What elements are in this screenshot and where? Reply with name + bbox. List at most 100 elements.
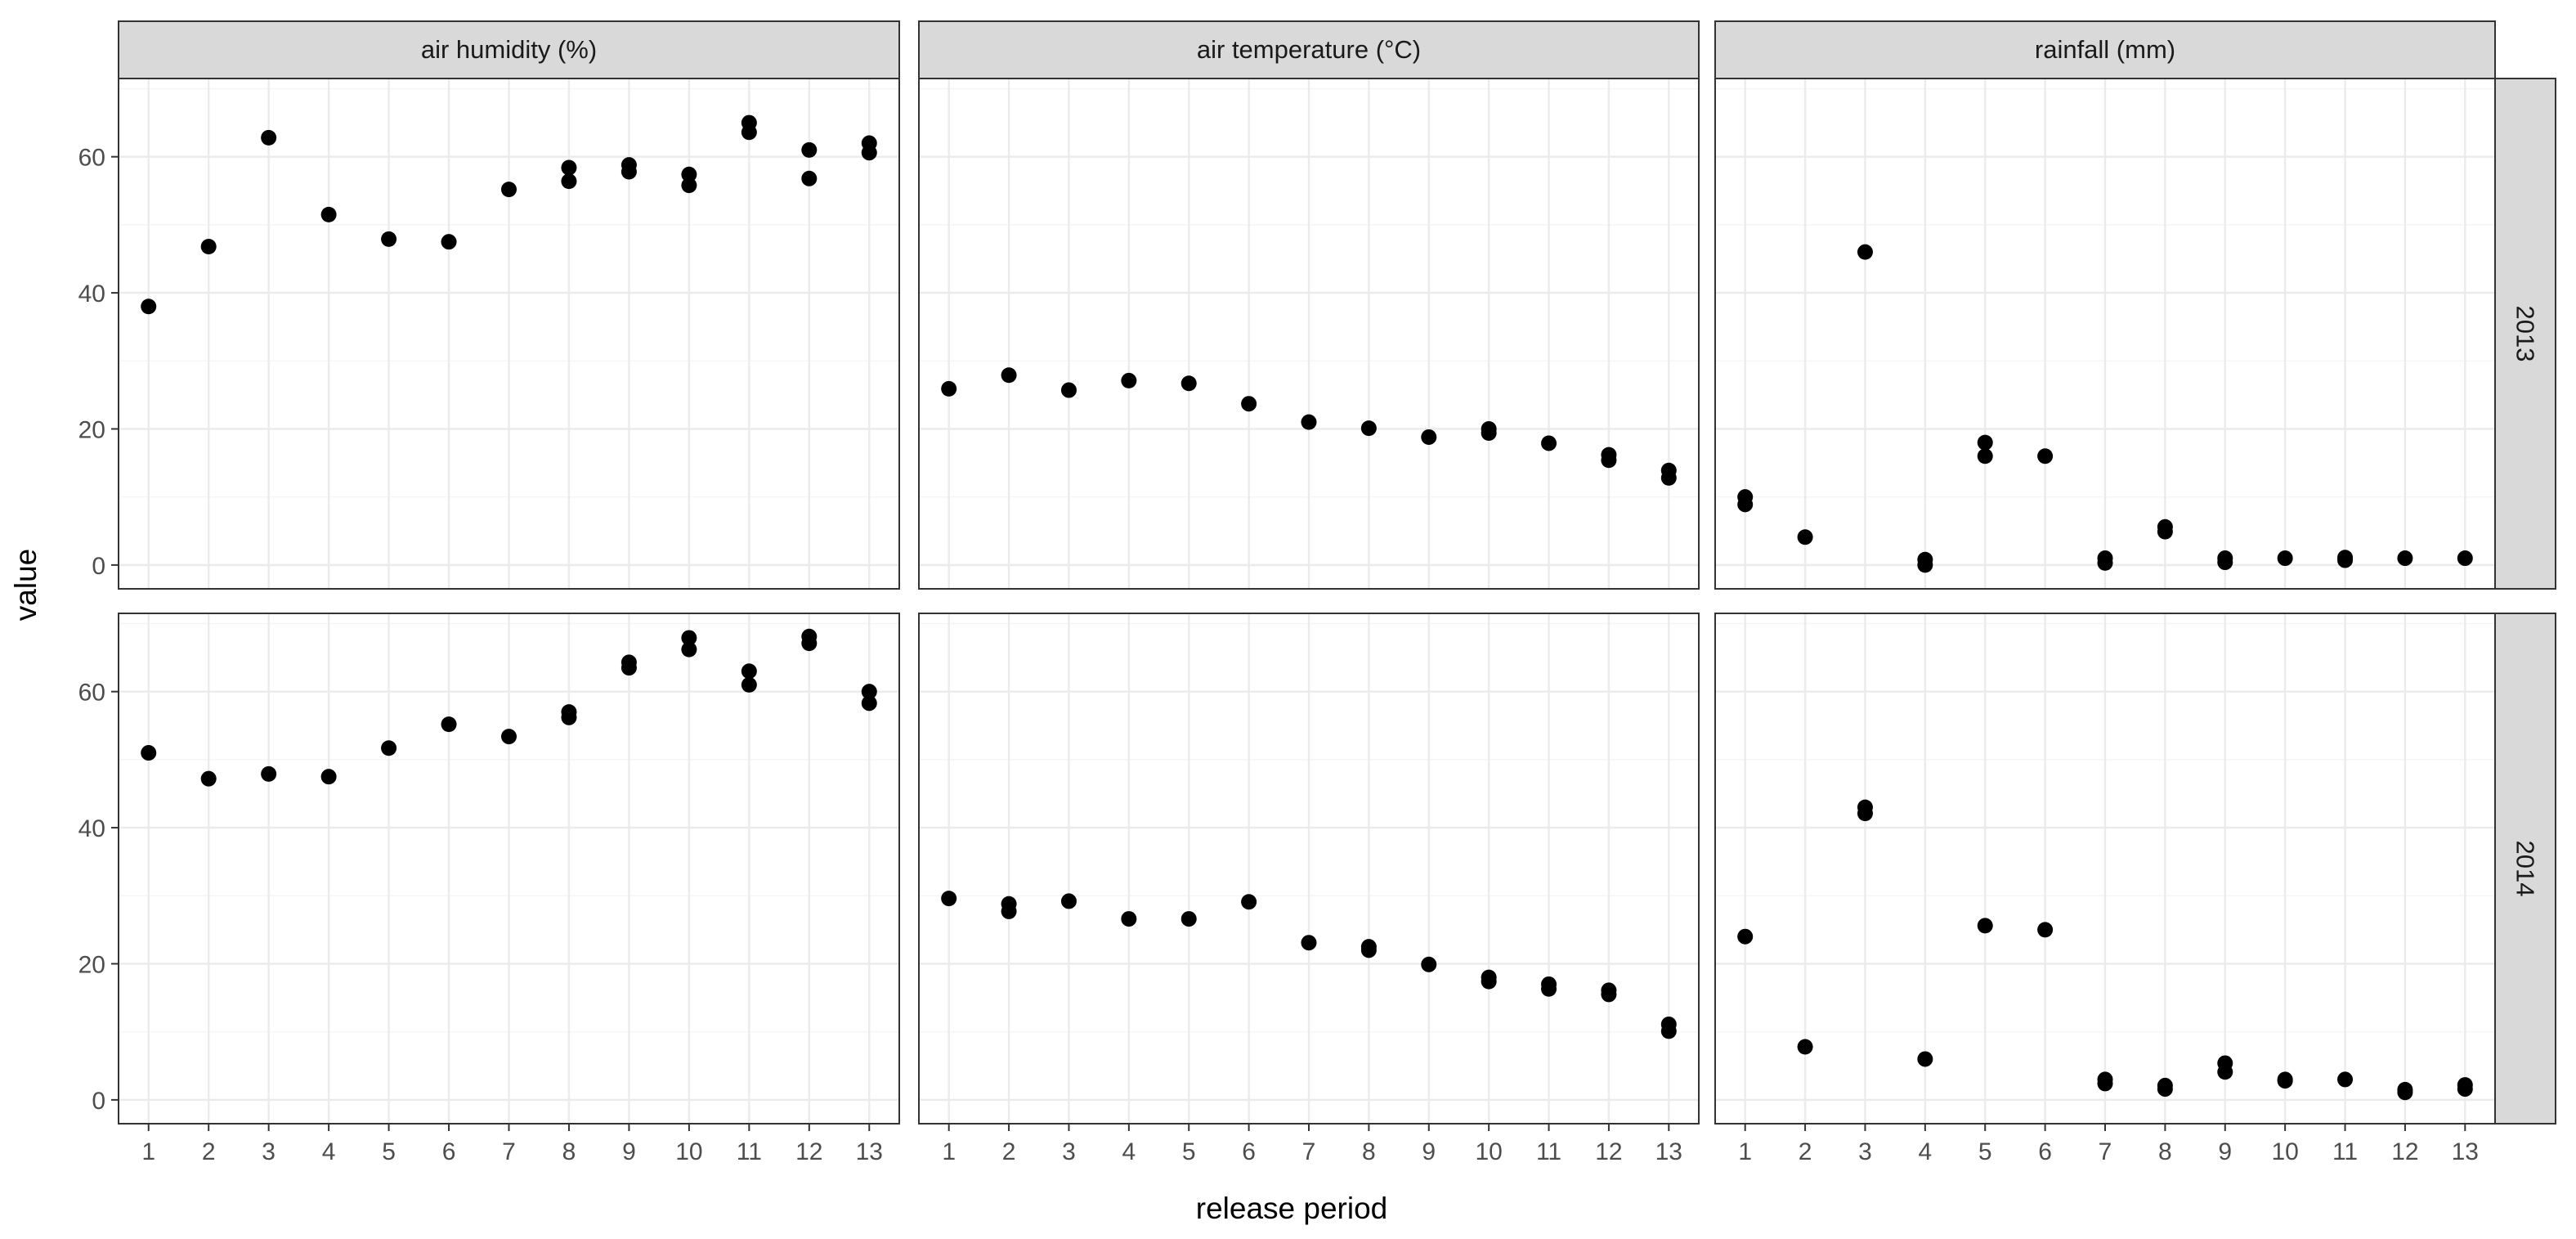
data-point bbox=[501, 182, 517, 198]
data-point bbox=[2337, 550, 2354, 566]
data-point bbox=[1301, 935, 1317, 951]
facet-strip bbox=[918, 20, 1700, 79]
data-point bbox=[1660, 462, 1677, 478]
x-tick-label: 5 bbox=[382, 1138, 396, 1165]
data-point bbox=[1180, 375, 1197, 392]
data-point bbox=[1977, 434, 1993, 451]
data-point bbox=[681, 641, 697, 658]
y-tick-label: 40 bbox=[78, 281, 105, 308]
x-tick-label: 9 bbox=[2218, 1138, 2232, 1165]
x-tick-label: 11 bbox=[737, 1138, 762, 1165]
data-point bbox=[1421, 956, 1437, 972]
data-point bbox=[2397, 550, 2413, 567]
x-tick-label: 1 bbox=[1738, 1138, 1752, 1165]
data-point bbox=[1601, 982, 1617, 999]
data-point bbox=[1481, 420, 1497, 437]
data-point bbox=[2097, 1071, 2113, 1088]
data-point bbox=[441, 234, 457, 250]
data-point bbox=[261, 765, 277, 782]
data-point bbox=[2157, 518, 2173, 535]
data-point bbox=[1241, 396, 1257, 412]
x-tick-label: 2 bbox=[1002, 1138, 1016, 1165]
data-point bbox=[1857, 244, 1873, 260]
x-tick-label: 8 bbox=[562, 1138, 576, 1165]
data-point bbox=[561, 173, 577, 190]
data-point bbox=[561, 159, 577, 176]
panel-border bbox=[1714, 78, 2496, 590]
data-point bbox=[1360, 420, 1377, 437]
x-tick-label: 9 bbox=[622, 1138, 636, 1165]
data-point bbox=[1001, 367, 1017, 384]
y-tick-label: 60 bbox=[78, 145, 105, 172]
data-point bbox=[1797, 1039, 1813, 1055]
data-point bbox=[1241, 894, 1257, 910]
facet-panels: air humidity (%) air temperature (°C) rain… bbox=[78, 20, 2556, 1165]
facet-strip bbox=[118, 20, 900, 79]
data-point bbox=[1917, 1051, 1933, 1067]
data-point bbox=[2397, 1081, 2413, 1098]
x-tick-label: 10 bbox=[2271, 1138, 2298, 1165]
y-tick-label: 0 bbox=[92, 553, 105, 580]
x-tick-label: 5 bbox=[1182, 1138, 1196, 1165]
data-point bbox=[1001, 896, 1017, 912]
data-point bbox=[2457, 1077, 2473, 1093]
x-tick-label: 3 bbox=[1858, 1138, 1872, 1165]
x-tick-label: 8 bbox=[2158, 1138, 2172, 1165]
data-point bbox=[381, 740, 397, 756]
x-tick-label: 2 bbox=[202, 1138, 216, 1165]
data-point bbox=[200, 770, 217, 787]
data-point bbox=[1481, 969, 1497, 985]
facet-strip bbox=[2494, 78, 2556, 590]
data-point bbox=[941, 891, 957, 907]
data-point bbox=[2157, 1077, 2173, 1093]
data-point bbox=[561, 704, 577, 721]
x-tick-label: 3 bbox=[262, 1138, 276, 1165]
facet-strip-label: air humidity (%) bbox=[421, 35, 597, 64]
facet-strip-label: air temperature (°C) bbox=[1197, 35, 1421, 64]
data-point bbox=[1977, 448, 1993, 465]
x-tick-label: 11 bbox=[2332, 1138, 2358, 1165]
data-point bbox=[2037, 448, 2054, 465]
x-tick-label: 2 bbox=[1799, 1138, 1812, 1165]
data-point bbox=[1737, 489, 1754, 505]
data-point bbox=[2217, 1055, 2233, 1071]
data-point bbox=[801, 628, 818, 644]
data-point bbox=[320, 206, 337, 222]
x-tick-label: 11 bbox=[1536, 1138, 1561, 1165]
data-point bbox=[620, 654, 637, 671]
data-point bbox=[681, 630, 697, 646]
data-point bbox=[681, 177, 697, 194]
data-point bbox=[620, 157, 637, 173]
data-point bbox=[681, 166, 697, 182]
facet-strip-label: 2014 bbox=[2511, 841, 2540, 897]
data-point bbox=[320, 769, 337, 785]
x-tick-label: 13 bbox=[1655, 1138, 1682, 1165]
x-tick-label: 7 bbox=[1302, 1138, 1316, 1165]
y-tick-label: 0 bbox=[92, 1088, 105, 1115]
facet-strip bbox=[1714, 20, 2496, 79]
data-point bbox=[141, 299, 157, 315]
x-tick-label: 13 bbox=[856, 1138, 883, 1165]
panel-border bbox=[118, 78, 900, 590]
data-point bbox=[1541, 976, 1557, 992]
data-point bbox=[1977, 918, 1993, 934]
x-tick-label: 4 bbox=[1122, 1138, 1136, 1165]
x-axis-title: release period bbox=[1196, 1192, 1387, 1225]
data-point bbox=[2217, 550, 2233, 567]
data-point bbox=[441, 716, 457, 733]
data-point bbox=[1121, 911, 1137, 927]
x-tick-label: 4 bbox=[322, 1138, 336, 1165]
data-point bbox=[741, 114, 757, 131]
x-tick-label: 7 bbox=[502, 1138, 516, 1165]
data-point bbox=[261, 129, 277, 146]
panel-border bbox=[918, 78, 1700, 590]
x-tick-label: 12 bbox=[795, 1138, 822, 1165]
y-tick-label: 60 bbox=[78, 680, 105, 707]
x-tick-label: 6 bbox=[442, 1138, 456, 1165]
x-tick-label: 12 bbox=[1595, 1138, 1622, 1165]
data-point bbox=[200, 239, 217, 255]
y-axis-title: value bbox=[9, 549, 43, 621]
data-point bbox=[2457, 550, 2473, 567]
data-point bbox=[1060, 382, 1077, 398]
